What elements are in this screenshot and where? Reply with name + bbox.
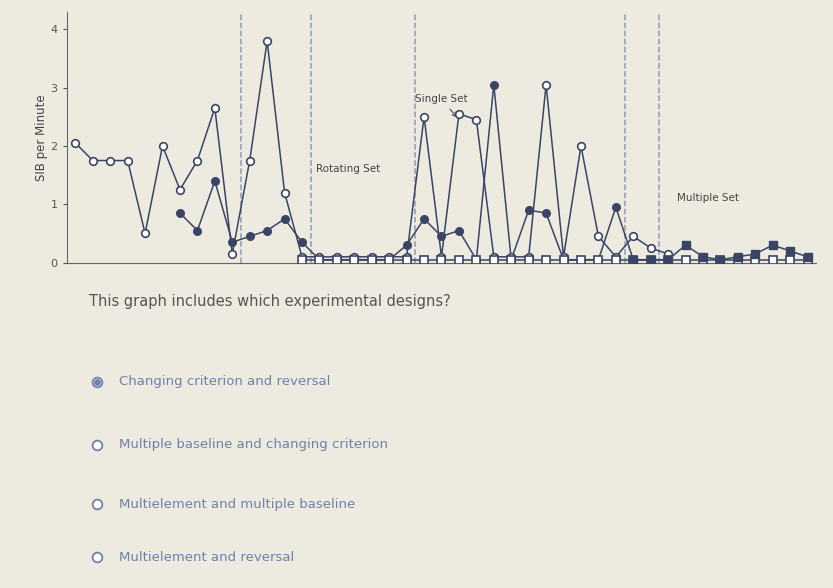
Text: Multiple Set: Multiple Set: [677, 193, 739, 203]
Text: Multiple baseline and changing criterion: Multiple baseline and changing criterion: [119, 438, 388, 451]
Text: Single Set: Single Set: [416, 94, 468, 116]
Text: This graph includes which experimental designs?: This graph includes which experimental d…: [89, 294, 451, 309]
Text: Multielement and multiple baseline: Multielement and multiple baseline: [119, 497, 356, 510]
Text: Multielement and reversal: Multielement and reversal: [119, 551, 294, 564]
Text: Changing criterion and reversal: Changing criterion and reversal: [119, 375, 331, 388]
Y-axis label: SIB per Minute: SIB per Minute: [35, 94, 47, 181]
Text: Rotating Set: Rotating Set: [316, 164, 380, 174]
